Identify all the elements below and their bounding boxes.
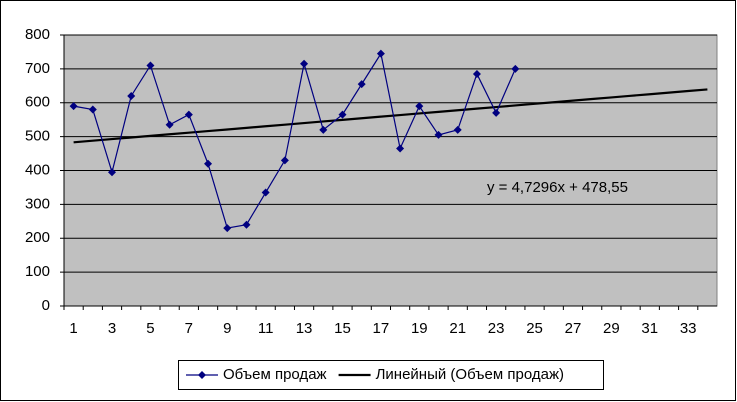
x-tick-label: 21: [449, 320, 466, 337]
point: [453, 125, 462, 134]
legend: Объем продаж Линейный (Объем продаж): [178, 360, 604, 390]
point: [204, 159, 213, 168]
legend-box: [178, 360, 604, 390]
y-tick-label: 700: [25, 60, 50, 77]
point: [108, 168, 117, 177]
point: [69, 102, 78, 111]
legend-label: Линейный (Объем продаж): [376, 366, 564, 383]
y-tick-label: 800: [25, 26, 50, 43]
y-tick-label: 600: [25, 94, 50, 111]
point: [223, 224, 232, 233]
point: [472, 69, 481, 78]
point: [338, 110, 347, 119]
point: [88, 105, 97, 114]
x-tick-label: 1: [69, 320, 77, 337]
x-tick-label: 7: [185, 320, 193, 337]
x-tick-label: 29: [603, 320, 620, 337]
point: [357, 80, 366, 89]
y-tick-label: 200: [25, 229, 50, 246]
legend-marker: [198, 371, 206, 379]
point: [165, 120, 174, 129]
point: [511, 64, 520, 73]
point: [280, 156, 289, 165]
point: [261, 188, 270, 197]
legend-label: Объем продаж: [223, 366, 327, 383]
x-tick-label: 31: [641, 320, 658, 337]
point: [300, 59, 309, 68]
x-tick-label: 13: [296, 320, 313, 337]
y-tick-label: 500: [25, 128, 50, 145]
point: [492, 108, 501, 117]
x-tick-label: 11: [258, 320, 274, 337]
point: [396, 144, 405, 153]
series-line: [73, 52, 516, 229]
y-tick-label: 0: [42, 297, 50, 314]
x-tick-label: 5: [146, 320, 154, 337]
y-tick-label: 100: [25, 263, 50, 280]
point: [184, 110, 193, 119]
point: [319, 125, 328, 134]
x-tick-label: 33: [680, 320, 697, 337]
x-tick-label: 3: [108, 320, 116, 337]
x-tick-label: 17: [373, 320, 390, 337]
point: [146, 61, 155, 70]
x-tick-label: 19: [411, 320, 428, 337]
x-tick-label: 15: [334, 320, 351, 337]
point: [376, 49, 385, 58]
x-tick-label: 25: [526, 320, 543, 337]
x-tick-label: 27: [565, 320, 582, 337]
trend-line: [73, 88, 708, 144]
point: [127, 91, 136, 100]
y-tick-label: 400: [25, 161, 50, 178]
point: [434, 130, 443, 139]
point: [242, 220, 251, 229]
y-tick-label: 300: [25, 195, 50, 212]
x-tick-label: 23: [488, 320, 505, 337]
trend-equation: y = 4,7296x + 478,55: [487, 179, 628, 196]
x-tick-label: 9: [223, 320, 231, 337]
point: [415, 102, 424, 111]
